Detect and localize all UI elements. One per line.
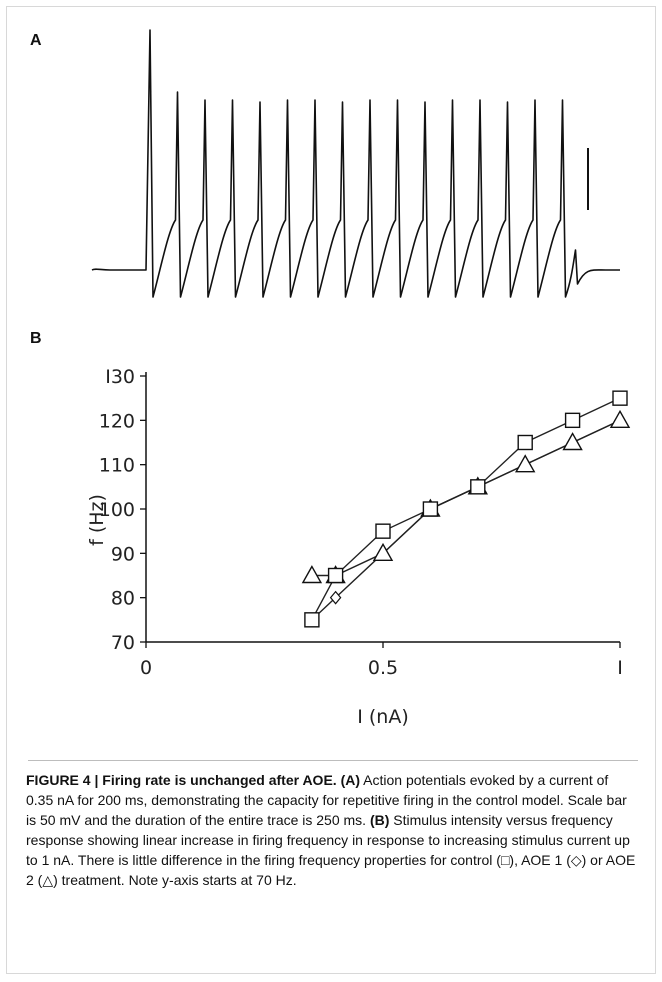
marker-square	[517, 434, 533, 451]
marker-diamond	[329, 590, 342, 605]
x-tick-label: 0.5	[368, 657, 398, 679]
marker-triangle	[515, 454, 536, 473]
marker-triangle	[609, 409, 631, 429]
caption-a-ref: (A)	[340, 772, 361, 788]
y-tick-label: 100	[99, 499, 135, 521]
y-tick-label: 120	[99, 410, 135, 432]
caption-b-text: Stimulus intensity versus frequency resp…	[26, 812, 636, 888]
marker-square	[327, 567, 344, 584]
figure-frame	[6, 6, 656, 974]
y-axis-label: f (Hz)	[86, 494, 108, 546]
y-tick-label: 70	[111, 632, 135, 654]
marker-square	[304, 612, 320, 628]
marker-square	[375, 523, 391, 539]
fi-axes: 70 80 90 100 110 120 I30 0 0.5 I	[99, 366, 623, 679]
panel-b-label: B	[30, 330, 42, 347]
x-tick-label: I	[617, 657, 623, 679]
y-tick-label: 80	[111, 588, 135, 610]
marker-triangle	[301, 565, 323, 584]
series-line-diamond	[311, 419, 621, 621]
panel-a-label: A	[30, 32, 42, 49]
caption-divider	[28, 760, 638, 761]
marker-square	[612, 390, 628, 406]
x-tick-label: 0	[140, 657, 152, 679]
marker-square	[470, 479, 486, 495]
figure-caption: FIGURE 4 | Firing rate is unchanged afte…	[26, 770, 638, 890]
fi-series-lines	[311, 397, 621, 621]
fi-series-markers	[301, 390, 631, 628]
marker-square	[564, 412, 581, 429]
caption-a-text: Action potentials evoked by a current of…	[26, 772, 627, 828]
panel-a-trace-chart	[91, 29, 620, 298]
marker-square	[422, 501, 439, 517]
y-tick-label: I30	[105, 366, 135, 388]
caption-figure-label: FIGURE 4 | Firing rate is unchanged afte…	[26, 772, 337, 788]
panel-b-fi-chart: 70 80 90 100 110 120 I30 0 0.5 I f (Hz) I (nA)	[86, 366, 631, 728]
x-axis-label: I (nA)	[357, 706, 409, 728]
y-tick-label: 110	[99, 455, 135, 477]
marker-triangle	[372, 542, 394, 562]
caption-b-ref: (B)	[369, 812, 390, 828]
series-line-square	[311, 397, 621, 621]
action-potential-trace	[91, 29, 620, 298]
marker-triangle	[562, 432, 583, 451]
y-tick-label: 90	[111, 543, 135, 565]
